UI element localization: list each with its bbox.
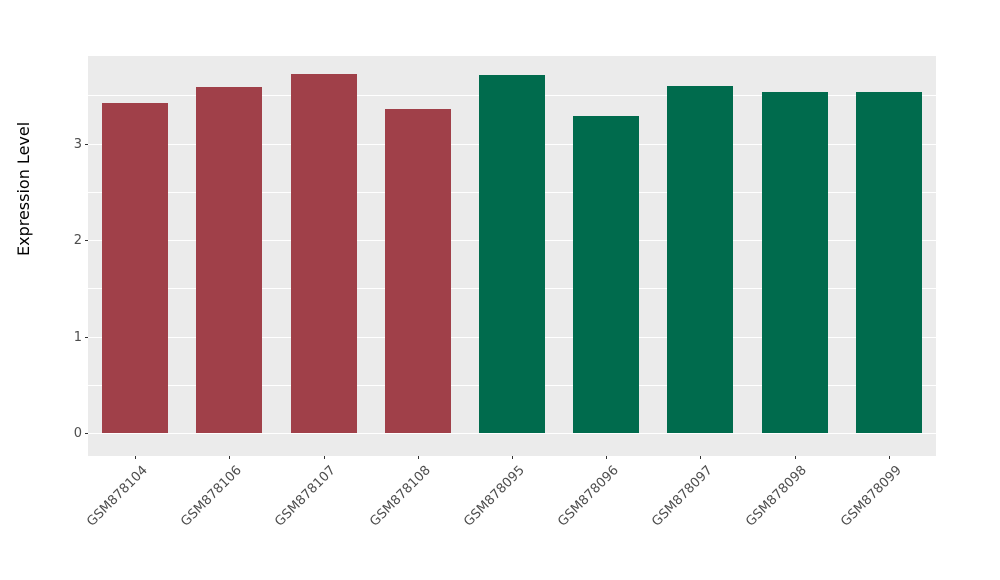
- bar-GSM878104: [102, 102, 169, 433]
- gridline-major: [88, 433, 936, 435]
- x-tick-mark: [229, 456, 231, 459]
- bar-GSM878106: [196, 86, 263, 433]
- x-tick-label: GSM878098: [743, 463, 811, 530]
- y-axis: 0 1 2 3: [0, 56, 88, 456]
- bar-GSM878096: [573, 115, 640, 433]
- bar-GSM878099: [855, 92, 922, 433]
- x-tick-label: GSM878097: [649, 463, 717, 530]
- y-tick-mark: [85, 240, 88, 241]
- y-tick-mark: [85, 143, 88, 145]
- x-tick-mark: [512, 456, 513, 459]
- bar-GSM878095: [479, 74, 545, 433]
- x-tick-label: GSM878106: [178, 463, 245, 530]
- bar-GSM878107: [290, 74, 357, 433]
- x-axis: GSM878104 GSM878106 GSM878107 GSM878108 GSM8…: [84, 456, 936, 580]
- x-tick-label: GSM878104: [84, 463, 151, 530]
- x-tick-mark: [794, 456, 796, 459]
- x-tick-label: GSM878099: [837, 463, 905, 530]
- bar-GSM878108: [384, 108, 451, 433]
- x-tick-mark: [135, 456, 137, 459]
- plot-panel: [88, 56, 936, 456]
- x-tick-label: GSM878107: [272, 463, 340, 530]
- x-tick-mark: [888, 456, 890, 459]
- bar-GSM878097: [667, 85, 734, 433]
- x-tick-mark: [417, 456, 419, 459]
- bar-GSM878098: [761, 92, 828, 433]
- x-tick-mark: [606, 456, 608, 459]
- x-tick-label: GSM878108: [366, 463, 434, 530]
- y-tick-label: 0: [73, 426, 82, 441]
- x-tick-label: GSM878095: [461, 463, 528, 530]
- y-tick-label: 3: [73, 136, 82, 152]
- y-tick-mark: [85, 433, 88, 434]
- x-tick-mark: [700, 456, 702, 459]
- y-tick-label: 2: [73, 233, 82, 248]
- y-tick-mark: [85, 336, 88, 338]
- x-tick-mark: [323, 456, 325, 459]
- x-tick-label: GSM878096: [555, 463, 622, 530]
- y-tick-label: 1: [73, 329, 82, 345]
